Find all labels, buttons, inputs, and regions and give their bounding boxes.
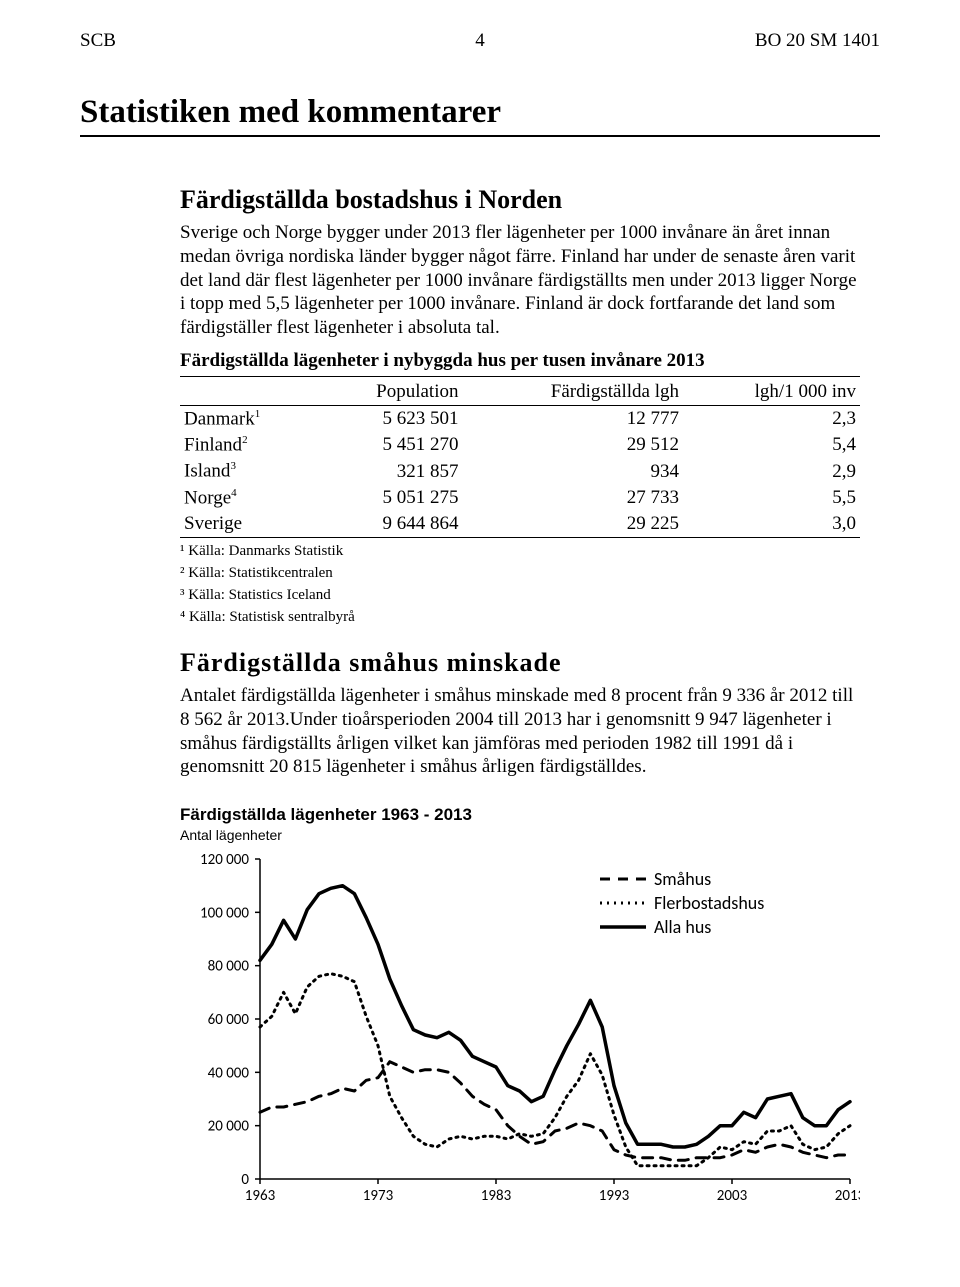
svg-text:1973: 1973 bbox=[363, 1187, 394, 1205]
table-row: Island3321 8579342,9 bbox=[180, 458, 860, 484]
cell-lgh: 27 733 bbox=[463, 485, 684, 511]
section-heading-smahus: Färdigställda småhus minskade bbox=[180, 648, 860, 678]
cell-per: 5,5 bbox=[683, 485, 860, 511]
section-heading-norden: Färdigställda bostadshus i Norden bbox=[180, 185, 860, 215]
header-right: BO 20 SM 1401 bbox=[755, 30, 880, 52]
chart-subtitle: Antal lägenheter bbox=[180, 827, 860, 843]
svg-text:1993: 1993 bbox=[599, 1187, 630, 1205]
cell-pop: 321 857 bbox=[316, 458, 462, 484]
page-title: Statistiken med kommentarer bbox=[80, 94, 880, 137]
cell-per: 2,9 bbox=[683, 458, 860, 484]
table-caption: Färdigställda lägenheter i nybyggda hus … bbox=[180, 350, 860, 372]
cell-country: Island3 bbox=[180, 458, 316, 484]
col-per1000: lgh/1 000 inv bbox=[683, 379, 860, 406]
svg-text:100 000: 100 000 bbox=[200, 904, 249, 922]
col-population: Population bbox=[316, 379, 462, 406]
cell-country: Finland2 bbox=[180, 432, 316, 458]
table-row: Norge45 051 27527 7335,5 bbox=[180, 485, 860, 511]
paragraph-smahus: Antalet färdigställda lägenheter i småhu… bbox=[180, 684, 860, 779]
cell-pop: 9 644 864 bbox=[316, 511, 462, 538]
cell-country: Danmark1 bbox=[180, 405, 316, 432]
cell-pop: 5 623 501 bbox=[316, 405, 462, 432]
header-left: SCB bbox=[80, 30, 116, 52]
cell-lgh: 934 bbox=[463, 458, 684, 484]
line-chart: 020 00040 00060 00080 000100 000120 0001… bbox=[180, 849, 860, 1209]
cell-lgh: 12 777 bbox=[463, 405, 684, 432]
svg-text:40 000: 40 000 bbox=[208, 1064, 250, 1082]
svg-text:Flerbostadshus: Flerbostadshus bbox=[654, 892, 764, 914]
cell-per: 5,4 bbox=[683, 432, 860, 458]
cell-country: Sverige bbox=[180, 511, 316, 538]
table-footnote: ¹ Källa: Danmarks Statistik bbox=[180, 542, 860, 560]
svg-text:120 000: 120 000 bbox=[200, 851, 249, 869]
svg-text:Småhus: Småhus bbox=[654, 868, 711, 890]
svg-text:80 000: 80 000 bbox=[208, 958, 250, 976]
table-footnote: ⁴ Källa: Statistisk sentralbyrå bbox=[180, 608, 860, 626]
cell-per: 3,0 bbox=[683, 511, 860, 538]
svg-text:2013: 2013 bbox=[835, 1187, 860, 1205]
nordic-table: Population Färdigställda lgh lgh/1 000 i… bbox=[180, 376, 860, 538]
cell-pop: 5 051 275 bbox=[316, 485, 462, 511]
col-country bbox=[180, 379, 316, 406]
svg-text:2003: 2003 bbox=[717, 1187, 748, 1205]
table-row: Finland25 451 27029 5125,4 bbox=[180, 432, 860, 458]
paragraph-norden: Sverige och Norge bygger under 2013 fler… bbox=[180, 221, 860, 340]
cell-per: 2,3 bbox=[683, 405, 860, 432]
svg-text:1983: 1983 bbox=[481, 1187, 512, 1205]
col-lgh: Färdigställda lgh bbox=[463, 379, 684, 406]
page-number: 4 bbox=[475, 30, 485, 52]
table-row: Danmark15 623 50112 7772,3 bbox=[180, 405, 860, 432]
chart-caption: Färdigställda lägenheter 1963 - 2013 bbox=[180, 805, 860, 825]
cell-lgh: 29 512 bbox=[463, 432, 684, 458]
table-footnote: ² Källa: Statistikcentralen bbox=[180, 564, 860, 582]
svg-text:Alla hus: Alla hus bbox=[654, 916, 711, 938]
table-footnote: ³ Källa: Statistics Iceland bbox=[180, 586, 860, 604]
svg-text:60 000: 60 000 bbox=[208, 1011, 250, 1029]
table-row: Sverige9 644 86429 2253,0 bbox=[180, 511, 860, 538]
cell-lgh: 29 225 bbox=[463, 511, 684, 538]
svg-text:20 000: 20 000 bbox=[208, 1118, 250, 1136]
cell-pop: 5 451 270 bbox=[316, 432, 462, 458]
svg-text:1963: 1963 bbox=[245, 1187, 276, 1205]
cell-country: Norge4 bbox=[180, 485, 316, 511]
